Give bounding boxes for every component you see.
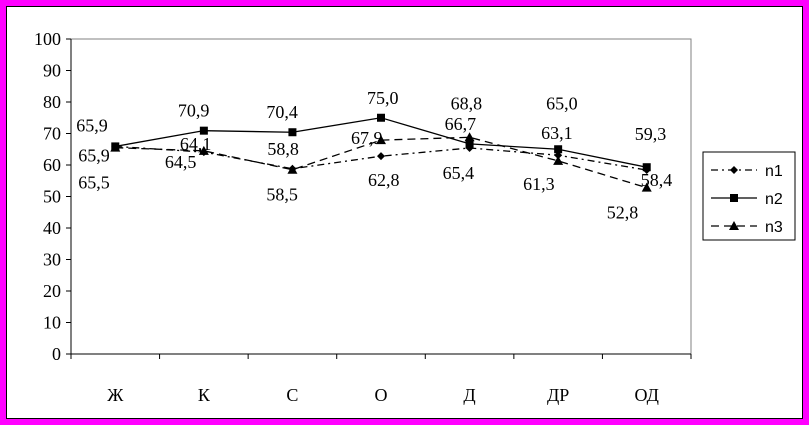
- triangle-marker: [198, 145, 209, 155]
- data-label-n2: 70,4: [266, 102, 298, 122]
- legend: n1 n2 n3: [702, 151, 796, 241]
- y-tick-label: 0: [52, 344, 61, 364]
- triangle-marker: [376, 135, 386, 145]
- data-label-n1: 63,1: [541, 123, 573, 143]
- legend-label: n2: [765, 191, 783, 208]
- data-label-n3: 67,9: [351, 128, 383, 148]
- square-marker: [730, 194, 738, 202]
- triangle-marker: [729, 221, 739, 230]
- plot-area: [70, 38, 692, 355]
- legend-entry-n3: n3: [711, 219, 783, 236]
- x-tick-label: К: [198, 385, 211, 405]
- square-marker: [554, 145, 563, 154]
- diamond-marker: [730, 166, 738, 174]
- y-tick-label: 50: [43, 187, 61, 207]
- data-label-n2: 59,3: [635, 124, 667, 144]
- data-label-n1: 65,9: [78, 145, 110, 165]
- x-tick-label: Д: [463, 385, 475, 405]
- data-label-n3: 64,5: [165, 152, 197, 172]
- x-tick-label: ДР: [547, 385, 569, 405]
- series-n3: [110, 132, 652, 192]
- y-tick-label: 90: [43, 61, 61, 81]
- diamond-marker: [377, 152, 385, 161]
- y-tick-label: 40: [43, 218, 61, 238]
- data-label-n3: 61,3: [523, 174, 555, 194]
- y-tick-label: 80: [43, 92, 61, 112]
- x-tick-label: О: [375, 385, 388, 405]
- x-tick-label: ОД: [635, 385, 659, 405]
- legend-entry-n1: n1: [711, 163, 783, 180]
- legend-label: n3: [765, 219, 783, 236]
- data-label-n2: 65,0: [546, 93, 578, 113]
- legend-entry-n2: n2: [711, 191, 783, 208]
- data-label-n3: 65,5: [78, 173, 110, 193]
- triangle-marker: [287, 164, 298, 174]
- data-label-n1: 62,8: [368, 170, 400, 190]
- square-marker: [199, 126, 208, 135]
- x-tick-label: Ж: [107, 385, 124, 405]
- legend-label: n1: [765, 163, 783, 180]
- x-tick-label: С: [286, 385, 298, 405]
- triangle-marker: [110, 142, 121, 152]
- data-label-n1: 64,1: [180, 134, 212, 154]
- triangle-marker: [464, 132, 475, 142]
- chart-frame: 0 10 20 30 40 50 60 70 80 90 100 Ж К С О Д ДР ОД 65,9 64,1…: [6, 6, 803, 419]
- y-tick-label: 60: [43, 155, 61, 175]
- y-tick-label: 70: [43, 124, 61, 144]
- triangle-marker: [641, 182, 652, 192]
- data-label-n1: 58,8: [267, 139, 299, 159]
- data-label-n1: 58,4: [641, 170, 673, 190]
- data-label-n1: 65,4: [443, 163, 475, 183]
- triangle-marker: [553, 155, 564, 165]
- data-label-n3: 52,8: [607, 203, 639, 223]
- y-tick-label: 10: [43, 313, 61, 333]
- y-tick-label: 20: [43, 281, 61, 301]
- square-marker: [377, 113, 385, 122]
- data-label-n2: 65,9: [76, 115, 108, 135]
- data-label-n2: 75,0: [367, 88, 399, 108]
- y-tick-label: 30: [43, 250, 61, 270]
- y-tick-label: 100: [34, 29, 61, 49]
- square-marker: [465, 139, 474, 148]
- square-marker: [288, 128, 297, 137]
- data-label-n2: 70,9: [178, 101, 210, 121]
- square-marker: [642, 163, 651, 172]
- data-label-n2: 66,7: [445, 114, 477, 134]
- data-label-n3: 68,8: [451, 93, 483, 113]
- data-labels: 65,9 64,1 58,8 62,8 65,4 63,1 58,4 65,9 70,9 70,4…: [76, 88, 672, 223]
- legend-box: [702, 151, 796, 241]
- data-label-n3: 58,5: [266, 185, 298, 205]
- series-layer: [110, 113, 652, 192]
